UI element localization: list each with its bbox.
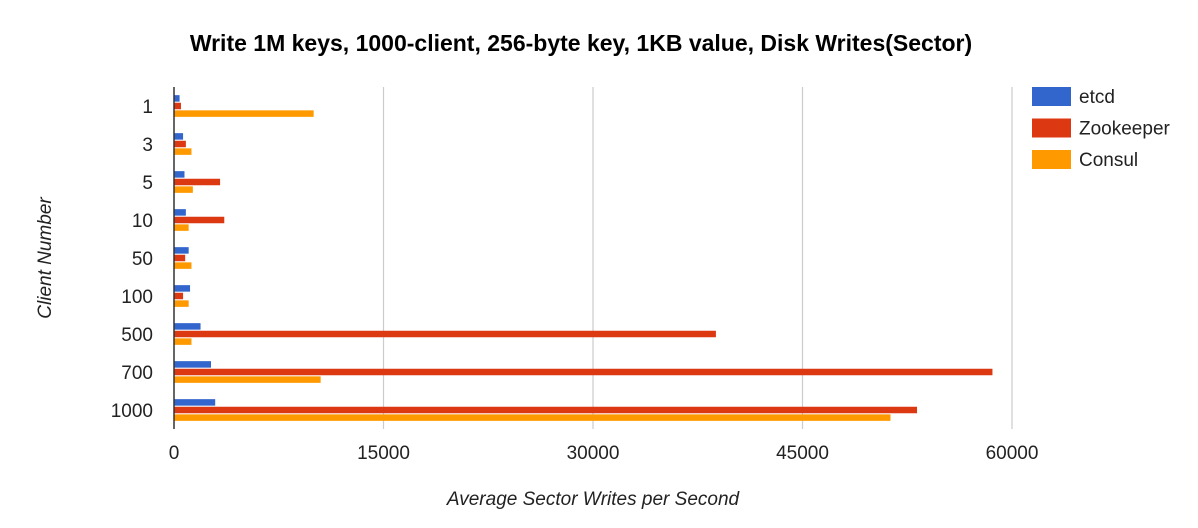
bar-consul-1 <box>174 110 314 117</box>
bar-zookeeper-50 <box>174 254 186 262</box>
bar-etcd-700 <box>174 361 212 368</box>
x-tick-labels: 0 15000 30000 45000 60000 <box>169 443 1039 464</box>
legend-swatch-consul <box>1032 150 1071 169</box>
y-tick-label: 5 <box>142 173 153 194</box>
bar-consul-3 <box>174 148 192 155</box>
legend-swatch-zookeeper <box>1032 118 1071 138</box>
y-tick-label: 50 <box>132 249 153 270</box>
bar-etcd-50 <box>174 247 189 254</box>
bar-consul-700 <box>174 376 321 383</box>
bar-etcd-1 <box>174 95 180 102</box>
y-tick-label: 1 <box>142 97 153 118</box>
x-tick-label: 0 <box>169 443 180 464</box>
bars <box>174 95 993 421</box>
y-tick-label: 3 <box>142 135 153 156</box>
bar-etcd-100 <box>174 285 191 292</box>
y-tick-label: 500 <box>121 325 153 346</box>
legend-label-etcd: etcd <box>1079 87 1115 108</box>
x-axis-label: Average Sector Writes per Second <box>446 489 741 510</box>
y-tick-label: 700 <box>121 363 153 384</box>
bar-consul-5 <box>174 186 193 193</box>
x-tick-label: 60000 <box>986 443 1039 464</box>
legend-label-zookeeper: Zookeeper <box>1079 119 1171 140</box>
bar-zookeeper-500 <box>174 330 716 338</box>
gridlines <box>382 87 1013 429</box>
bar-consul-10 <box>174 224 189 231</box>
x-tick-label: 30000 <box>567 443 620 464</box>
bar-zookeeper-100 <box>174 292 184 300</box>
y-tick-labels: 1 3 5 10 50 100 500 700 1000 <box>111 97 153 422</box>
bar-etcd-5 <box>174 171 185 178</box>
y-tick-label: 10 <box>132 211 153 232</box>
legend-swatch-etcd <box>1032 87 1071 106</box>
legend-label-consul: Consul <box>1079 150 1138 171</box>
bar-consul-50 <box>174 262 192 269</box>
bar-zookeeper-10 <box>174 216 225 224</box>
bar-etcd-1000 <box>174 399 216 406</box>
bar-zookeeper-5 <box>174 178 221 186</box>
x-tick-label: 15000 <box>357 443 410 464</box>
bar-etcd-3 <box>174 133 184 140</box>
bar-etcd-500 <box>174 323 201 330</box>
bar-consul-1000 <box>174 414 891 421</box>
y-tick-label: 1000 <box>111 401 153 422</box>
bar-zookeeper-3 <box>174 140 186 148</box>
legend: etcd Zookeeper Consul <box>1032 87 1171 171</box>
bar-consul-100 <box>174 300 189 307</box>
y-tick-label: 100 <box>121 287 153 308</box>
chart-title: Write 1M keys, 1000-client, 256-byte key… <box>190 30 972 56</box>
bar-etcd-10 <box>174 209 186 216</box>
y-axis-label: Client Number <box>35 197 56 319</box>
x-tick-label: 45000 <box>776 443 829 464</box>
bar-consul-500 <box>174 338 192 345</box>
bar-zookeeper-1000 <box>174 406 918 414</box>
bar-zookeeper-1 <box>174 102 181 110</box>
bar-zookeeper-700 <box>174 368 993 376</box>
